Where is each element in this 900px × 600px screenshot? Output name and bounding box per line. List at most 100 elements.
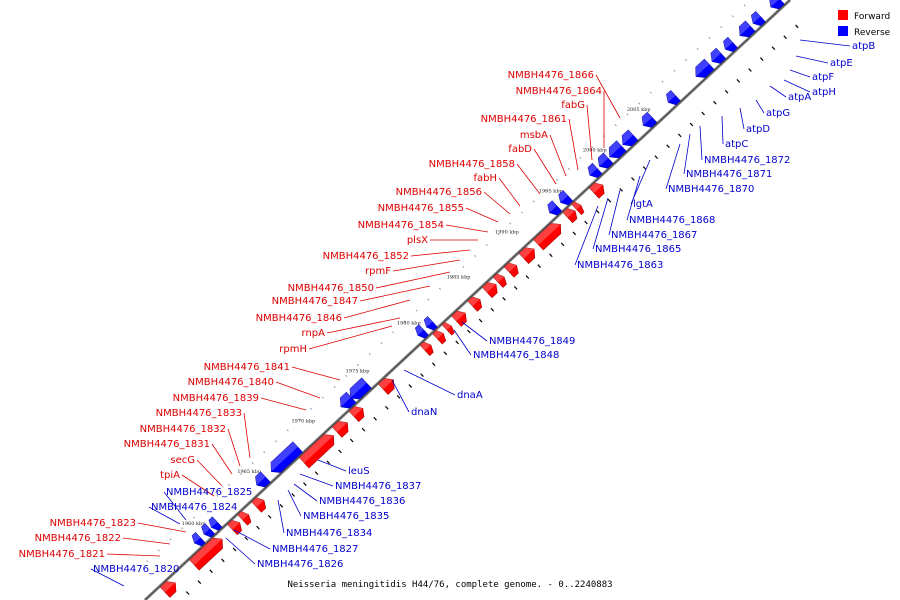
gene-label: msbA [520,130,548,141]
reverse-gene [769,0,785,10]
minor-tick [403,320,406,323]
gene-label: NMBH4476_1831 [124,439,210,450]
tick-mark [677,133,682,138]
gene-label: secG [170,455,195,466]
genome-backbone-core [144,0,791,600]
reverse-gene [415,324,429,339]
forward-gene [562,208,578,224]
minor-tick [146,560,149,563]
label-leader-line [243,412,251,459]
gene-label: NMBH4476_1834 [286,528,372,539]
tick-mark [338,449,342,454]
tick-mark [572,231,577,236]
legend: Forward Reverse [838,10,891,38]
minor-tick [169,538,172,541]
tick-mark [549,253,553,258]
label-leader-line [789,69,811,78]
gene-label: NMBH4476_1863 [577,260,663,271]
minor-tick [509,222,512,225]
label-leader-line [122,537,171,545]
label-leader-line [465,207,499,223]
gene-label: NMBH4476_1871 [686,169,772,180]
reverse-gene [695,58,715,78]
minor-tick [579,156,582,160]
reverse-genes [191,0,785,547]
gene-label: NMBH4476_1848 [473,350,559,361]
gene-label: NMBH4476_1820 [93,564,179,575]
reverse-gene [191,532,206,547]
minor-tick [532,200,535,203]
tick-mark [748,68,752,72]
forward-genes [159,182,605,598]
minor-tick [731,15,734,18]
tick-mark [314,471,319,476]
minor-tick [368,353,371,356]
tick-mark [631,177,635,181]
minor-tick [743,4,746,7]
minor-tick [228,483,231,486]
forward-gene [299,434,335,469]
gene-label: NMBH4476_1861 [481,114,567,125]
minor-tick [462,265,465,268]
gene-label: NMBH4476_1866 [508,70,594,81]
minor-tick [157,549,160,552]
label-leader-line [106,553,161,557]
minor-tick [356,363,360,367]
gene-label: NMBH4476_1867 [611,230,697,241]
reverse-gene [710,47,727,64]
tick-mark [642,166,647,170]
forward-gene [227,520,242,536]
label-leader-line [592,197,609,250]
label-leader-line [375,271,451,289]
label-leader-line [483,191,511,215]
minor-tick [661,80,664,83]
gene-label: NMBH4476_1825 [166,487,252,498]
tick-mark [361,427,366,432]
forward-gene [588,182,605,199]
label-leader-line [795,55,829,64]
minor-tick [263,451,266,454]
minor-tick [286,429,289,432]
label-leader-line [137,522,187,533]
tick-mark [467,329,471,334]
forward-gene [482,282,498,299]
gene-label: NMBH4476_1858 [429,159,515,170]
tick-mark [396,395,401,399]
minor-tick [591,145,594,149]
gene-label: NMBH4476_1824 [151,502,237,513]
tick-mark [443,351,448,356]
label-leader-line [227,428,241,467]
forward-gene [518,247,536,265]
gene-label: NMBH4476_1870 [668,184,754,195]
tick-label: 1965 kbp [237,469,261,475]
tick-label: 1985 kbp [447,274,471,280]
tick-label: 2005 kbp [627,107,651,113]
gene-label: atpH [812,87,836,98]
gene-label: NMBH4476_1826 [257,559,343,570]
tick-label: 1980 kbp [397,321,421,327]
minor-tick [485,244,488,247]
tick-mark [607,198,612,203]
tick-mark [525,275,530,279]
label-leaders [90,39,851,587]
label-leader-line [721,115,724,145]
label-leader-line [568,118,579,171]
label-leader-line [461,321,488,342]
gene-label: NMBH4476_1872 [704,155,790,166]
tick-mark [303,482,307,486]
tick-mark [197,580,202,585]
minor-tick [333,385,336,388]
forward-gene [378,378,395,395]
forward-gene [441,322,455,336]
tick-marks: 1960 kbp 1965 kbp 1970 kbp 1975 kbp 1980 kbp… [146,4,799,595]
label-leader-line [293,483,318,502]
gene-label: plsX [407,235,428,246]
forward-gene [189,537,223,571]
gene-label: NMBH4476_1835 [303,511,389,522]
label-leader-line [769,85,787,98]
label-leader-line [260,397,307,411]
tick-mark [595,209,600,214]
gene-label: rpmF [365,266,391,277]
minor-tick [474,254,477,258]
reverse-gene [349,377,372,400]
